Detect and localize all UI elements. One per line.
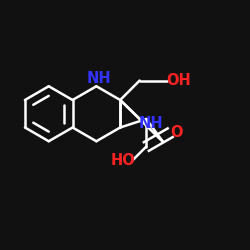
Text: OH: OH <box>166 73 191 88</box>
Text: NH: NH <box>86 71 111 86</box>
Text: O: O <box>170 125 183 140</box>
Text: NH: NH <box>138 116 163 131</box>
Text: HO: HO <box>110 153 135 168</box>
